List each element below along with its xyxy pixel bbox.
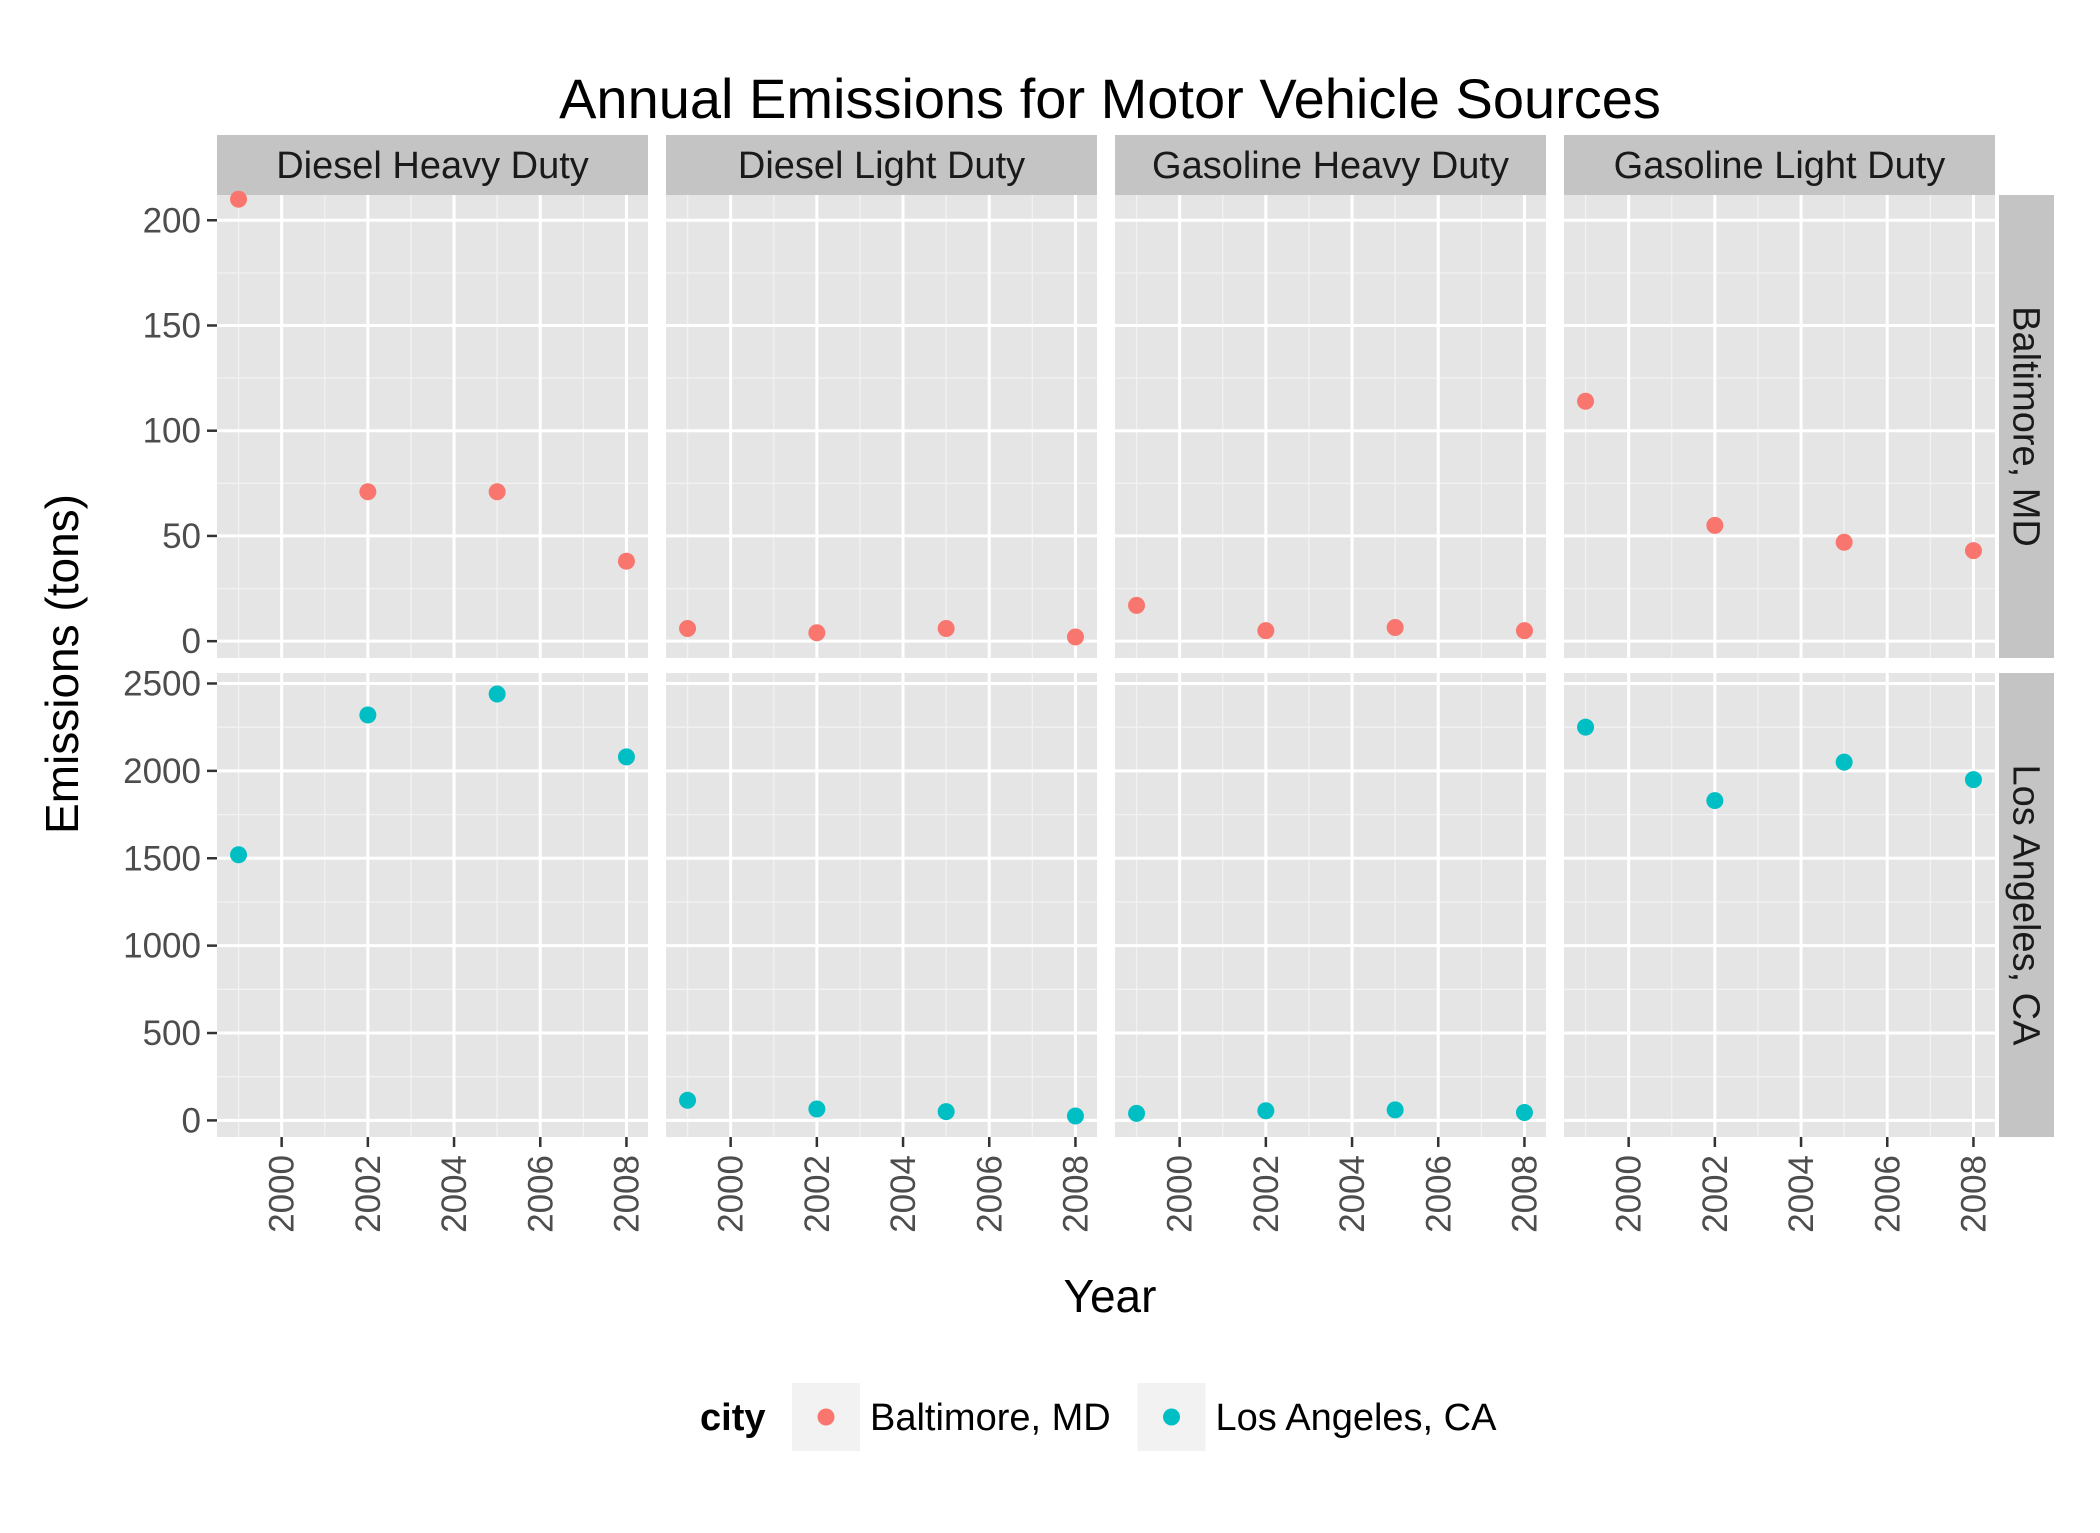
x-tick-label: 2000 <box>263 1155 302 1233</box>
x-tick-label: 2006 <box>1419 1155 1458 1233</box>
data-point <box>1066 1107 1084 1125</box>
facet-panels: Diesel Heavy Duty Diesel Light Duty Gasoli… <box>123 135 2054 1233</box>
x-tick-label: 2008 <box>1505 1155 1544 1233</box>
data-point <box>679 620 697 638</box>
facet-strip-top <box>666 135 1097 195</box>
data-point <box>1257 622 1275 640</box>
y-tick-label: 150 <box>143 306 201 345</box>
data-point <box>1835 753 1853 771</box>
x-tick-label: 2006 <box>521 1155 560 1233</box>
x-tick-label: 2006 <box>1868 1155 1907 1233</box>
x-tick-label: 2008 <box>1056 1155 1095 1233</box>
facet-strip-top <box>1115 135 1546 195</box>
data-point <box>359 483 377 501</box>
legend: city Baltimore, MD Los Angeles, CA <box>700 1383 1497 1451</box>
panel-background <box>666 195 1097 658</box>
data-point <box>1066 628 1084 646</box>
facet-strip-label: Diesel Heavy Duty <box>276 145 589 187</box>
data-point <box>808 624 826 642</box>
x-tick-label: 2004 <box>435 1155 474 1233</box>
facet-strip-top <box>1564 135 1995 195</box>
panel-background <box>217 195 648 658</box>
x-tick-label: 2008 <box>1954 1155 1993 1233</box>
x-tick-label: 2006 <box>970 1155 1009 1233</box>
x-tick-label: 2004 <box>1333 1155 1372 1233</box>
data-point <box>937 620 955 638</box>
chart-title: Annual Emissions for Motor Vehicle Sourc… <box>559 67 1661 130</box>
facet-strip-right <box>1999 195 2054 658</box>
data-point <box>1515 622 1533 640</box>
data-point <box>808 1100 826 1118</box>
x-tick-label: 2000 <box>712 1155 751 1233</box>
data-point <box>1257 1102 1275 1120</box>
data-point <box>488 685 506 703</box>
facet-strip-label: Gasoline Light Duty <box>1614 145 1946 187</box>
y-tick-label: 500 <box>143 1014 201 1053</box>
facet-strip-label: Los Angeles, CA <box>2005 765 2047 1047</box>
data-point <box>1128 1104 1146 1122</box>
data-point <box>359 706 377 724</box>
x-tick-label: 2000 <box>1610 1155 1649 1233</box>
data-point <box>230 190 248 208</box>
x-tick-label: 2002 <box>1247 1155 1286 1233</box>
data-point <box>230 846 248 864</box>
data-point <box>1128 596 1146 614</box>
data-point <box>617 748 635 766</box>
y-tick-label: 1500 <box>123 839 201 878</box>
data-point <box>679 1091 697 1109</box>
facet-strip-top <box>217 135 648 195</box>
panel-background <box>1115 195 1546 658</box>
legend-label: Baltimore, MD <box>870 1397 1111 1439</box>
y-tick-label: 2500 <box>123 664 201 703</box>
data-point <box>1706 516 1724 534</box>
x-tick-label: 2002 <box>1696 1155 1735 1233</box>
panel-background <box>1564 195 1995 658</box>
data-point <box>1386 618 1404 636</box>
data-point <box>1577 392 1595 410</box>
y-tick-label: 1000 <box>123 927 201 966</box>
y-tick-label: 2000 <box>123 752 201 791</box>
y-tick-label: 50 <box>162 517 201 556</box>
x-tick-label: 2004 <box>884 1155 923 1233</box>
y-tick-label: 200 <box>143 201 201 240</box>
x-tick-label: 2000 <box>1161 1155 1200 1233</box>
facet-strip-right <box>1999 673 2054 1137</box>
legend-swatch <box>817 1408 835 1426</box>
x-tick-label: 2008 <box>607 1155 646 1233</box>
data-point <box>617 552 635 570</box>
y-tick-label: 0 <box>182 1101 201 1140</box>
x-tick-label: 2002 <box>349 1155 388 1233</box>
data-point <box>1386 1101 1404 1119</box>
x-axis-title: Year <box>1064 1270 1157 1322</box>
data-point <box>1515 1104 1533 1122</box>
facet-strip-label: Gasoline Heavy Duty <box>1152 145 1509 187</box>
data-point <box>937 1103 955 1121</box>
legend-label: Los Angeles, CA <box>1216 1397 1498 1439</box>
panel-background <box>217 673 648 1137</box>
y-tick-label: 100 <box>143 412 201 451</box>
data-point <box>1964 771 1982 789</box>
facet-strip-label: Baltimore, MD <box>2005 306 2047 547</box>
data-point <box>1577 718 1595 736</box>
data-point <box>1835 533 1853 551</box>
facet-strip-label: Diesel Light Duty <box>738 145 1025 187</box>
legend-title: city <box>700 1397 765 1439</box>
y-axis-title: Emissions (tons) <box>36 494 88 834</box>
panel-background <box>1564 673 1995 1137</box>
panel-background <box>666 673 1097 1137</box>
data-point <box>1706 792 1724 810</box>
x-tick-label: 2002 <box>798 1155 837 1233</box>
x-tick-label: 2004 <box>1782 1155 1821 1233</box>
legend-swatch <box>1163 1408 1180 1426</box>
panel-background <box>1115 673 1546 1137</box>
data-point <box>1964 542 1982 560</box>
y-tick-label: 0 <box>182 622 201 661</box>
data-point <box>488 483 506 501</box>
